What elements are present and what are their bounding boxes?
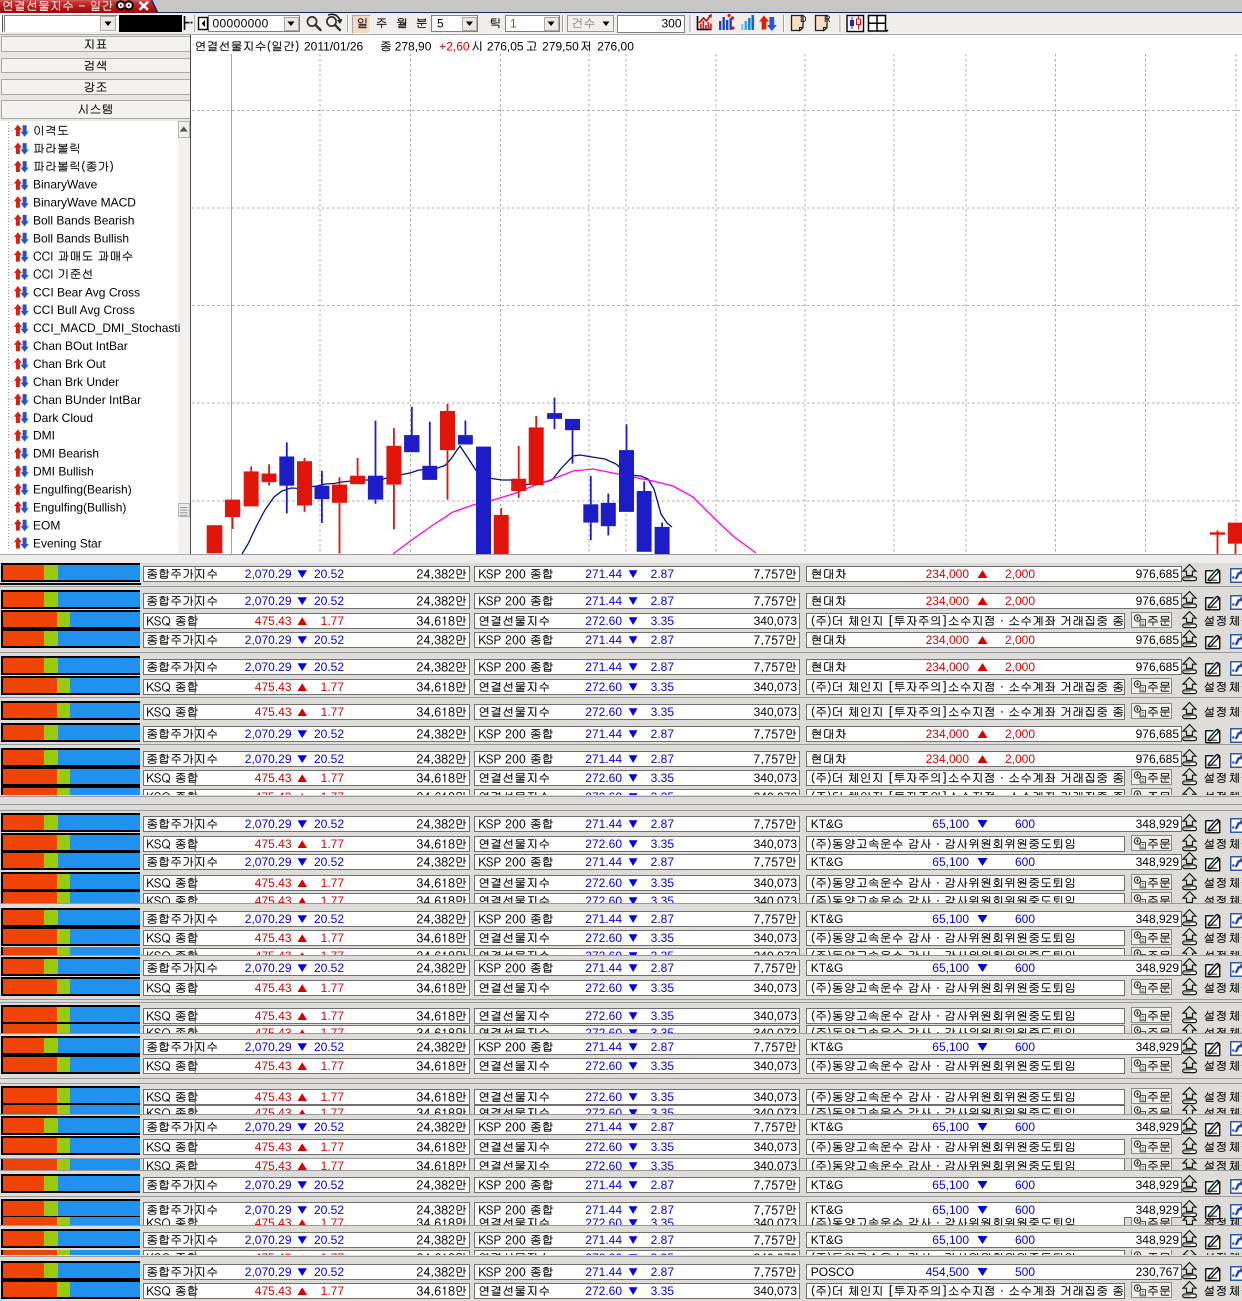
svg-text:DMI: DMI bbox=[33, 429, 55, 443]
svg-text:DMI Bullish: DMI Bullish bbox=[33, 465, 94, 479]
svg-text:Boll Bands Bearish: Boll Bands Bearish bbox=[33, 214, 134, 228]
svg-text:Evening Star: Evening Star bbox=[33, 536, 102, 550]
svg-text:BinaryWave MACD: BinaryWave MACD bbox=[33, 196, 136, 210]
svg-text:Chan Brk Under: Chan Brk Under bbox=[33, 375, 119, 389]
svg-text:Engulfing(Bearish): Engulfing(Bearish) bbox=[33, 483, 132, 497]
svg-text:278,90: 278,90 bbox=[395, 40, 432, 54]
svg-text:DMI Bearish: DMI Bearish bbox=[33, 447, 99, 461]
svg-text:BinaryWave: BinaryWave bbox=[33, 178, 98, 192]
svg-text:276,00: 276,00 bbox=[597, 40, 634, 54]
svg-text:EOM: EOM bbox=[33, 518, 60, 532]
svg-text:CCI Bull Avg Cross: CCI Bull Avg Cross bbox=[33, 303, 135, 317]
svg-text:1: 1 bbox=[510, 17, 517, 31]
svg-text:00000000: 00000000 bbox=[213, 17, 269, 31]
svg-text:5: 5 bbox=[437, 17, 444, 31]
svg-text:+2,60: +2,60 bbox=[439, 40, 470, 54]
svg-text:Dark Cloud: Dark Cloud bbox=[33, 411, 93, 425]
svg-text:2011/01/26: 2011/01/26 bbox=[304, 40, 363, 54]
svg-text:CCI Bear Avg Cross: CCI Bear Avg Cross bbox=[33, 285, 140, 299]
svg-text:Chan BUnder IntBar: Chan BUnder IntBar bbox=[33, 393, 141, 407]
svg-text:279,50: 279,50 bbox=[542, 40, 579, 54]
svg-text:276,05: 276,05 bbox=[487, 40, 524, 54]
svg-text:Boll Bands Bullish: Boll Bands Bullish bbox=[33, 232, 129, 246]
svg-text:Engulfing(Bullish): Engulfing(Bullish) bbox=[33, 500, 126, 514]
svg-text:Chan BOut IntBar: Chan BOut IntBar bbox=[33, 339, 128, 353]
svg-text:R: R bbox=[824, 14, 831, 24]
svg-text:300: 300 bbox=[661, 17, 681, 31]
svg-text:D: D bbox=[800, 14, 807, 24]
svg-text:Chan Brk Out: Chan Brk Out bbox=[33, 357, 106, 371]
svg-text:CCI_MACD_DMI_Stochasti: CCI_MACD_DMI_Stochasti bbox=[33, 321, 180, 335]
